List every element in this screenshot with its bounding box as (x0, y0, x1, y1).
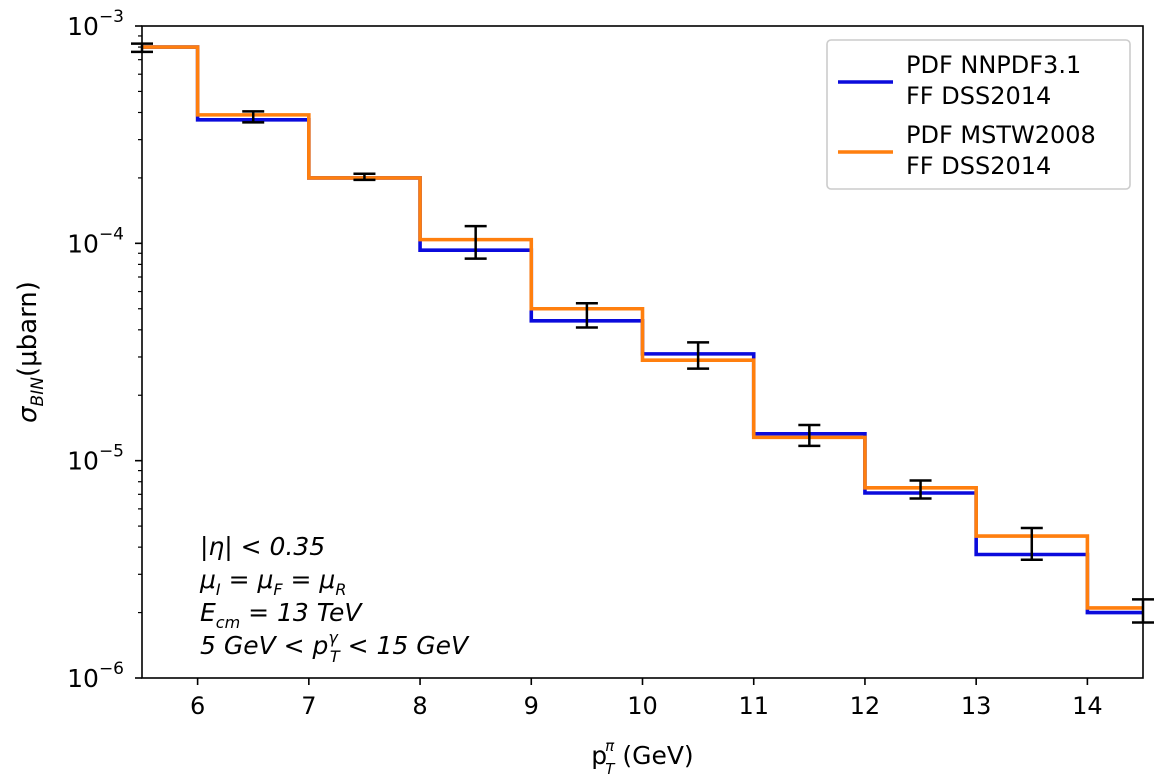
axes: 6 7 8 9 10 11 12 13 14 10−3 10−4 10−5 10−6 pπ T (GeV) σ… (13, 7, 1144, 778)
legend-label-1-line1: PDF NNPDF3.1 (906, 51, 1081, 79)
legend-label-2-line1: PDF MSTW2008 (906, 121, 1096, 149)
annotation-line-4: 5 GeV < pγT​ < 15 GeV (200, 628, 470, 666)
annotation-line-3: Ecm​ = 13 TeV (200, 598, 363, 632)
x-tick-label-6: 6 (190, 692, 205, 720)
y-tick-label-3: 10−6 (67, 659, 124, 693)
plot-area (131, 42, 1154, 624)
legend-box (826, 39, 1131, 190)
annotation-line-2: μI​ = μF​ = μR​ (199, 565, 346, 599)
legend-label-1-line2: FF DSS2014 (906, 82, 1051, 110)
x-tick-label-12: 12 (850, 692, 881, 720)
y-tick-label-2: 10−5 (67, 442, 124, 476)
x-tick-label-14: 14 (1072, 692, 1103, 720)
legend-label-2-line2: FF DSS2014 (906, 152, 1051, 180)
x-axis-label: pπ T (GeV) (591, 737, 693, 778)
legend: PDF NNPDF3.1 FF DSS2014 PDF MSTW2008 FF DSS… (826, 39, 1131, 190)
x-tick-label-9: 9 (524, 692, 539, 720)
y-tick-label-1: 10−4 (67, 224, 124, 258)
series-group (142, 45, 1143, 615)
y-axis-label: σBIN(μbarn) (13, 281, 48, 423)
x-tick-label-11: 11 (738, 692, 769, 720)
x-tick-label-10: 10 (627, 692, 658, 720)
annotation-box: |η| < 0.35 μI​ = μF​ = μR​Ecm​ = 13 TeV5 … (199, 532, 470, 666)
series-line-2 (142, 45, 1143, 610)
y-tick-label-0: 10−3 (67, 7, 124, 41)
x-tick-label-7: 7 (301, 692, 316, 720)
annotation-line-1: |η| < 0.35 (200, 532, 325, 561)
x-tick-label-13: 13 (961, 692, 992, 720)
x-tick-label-8: 8 (412, 692, 427, 720)
